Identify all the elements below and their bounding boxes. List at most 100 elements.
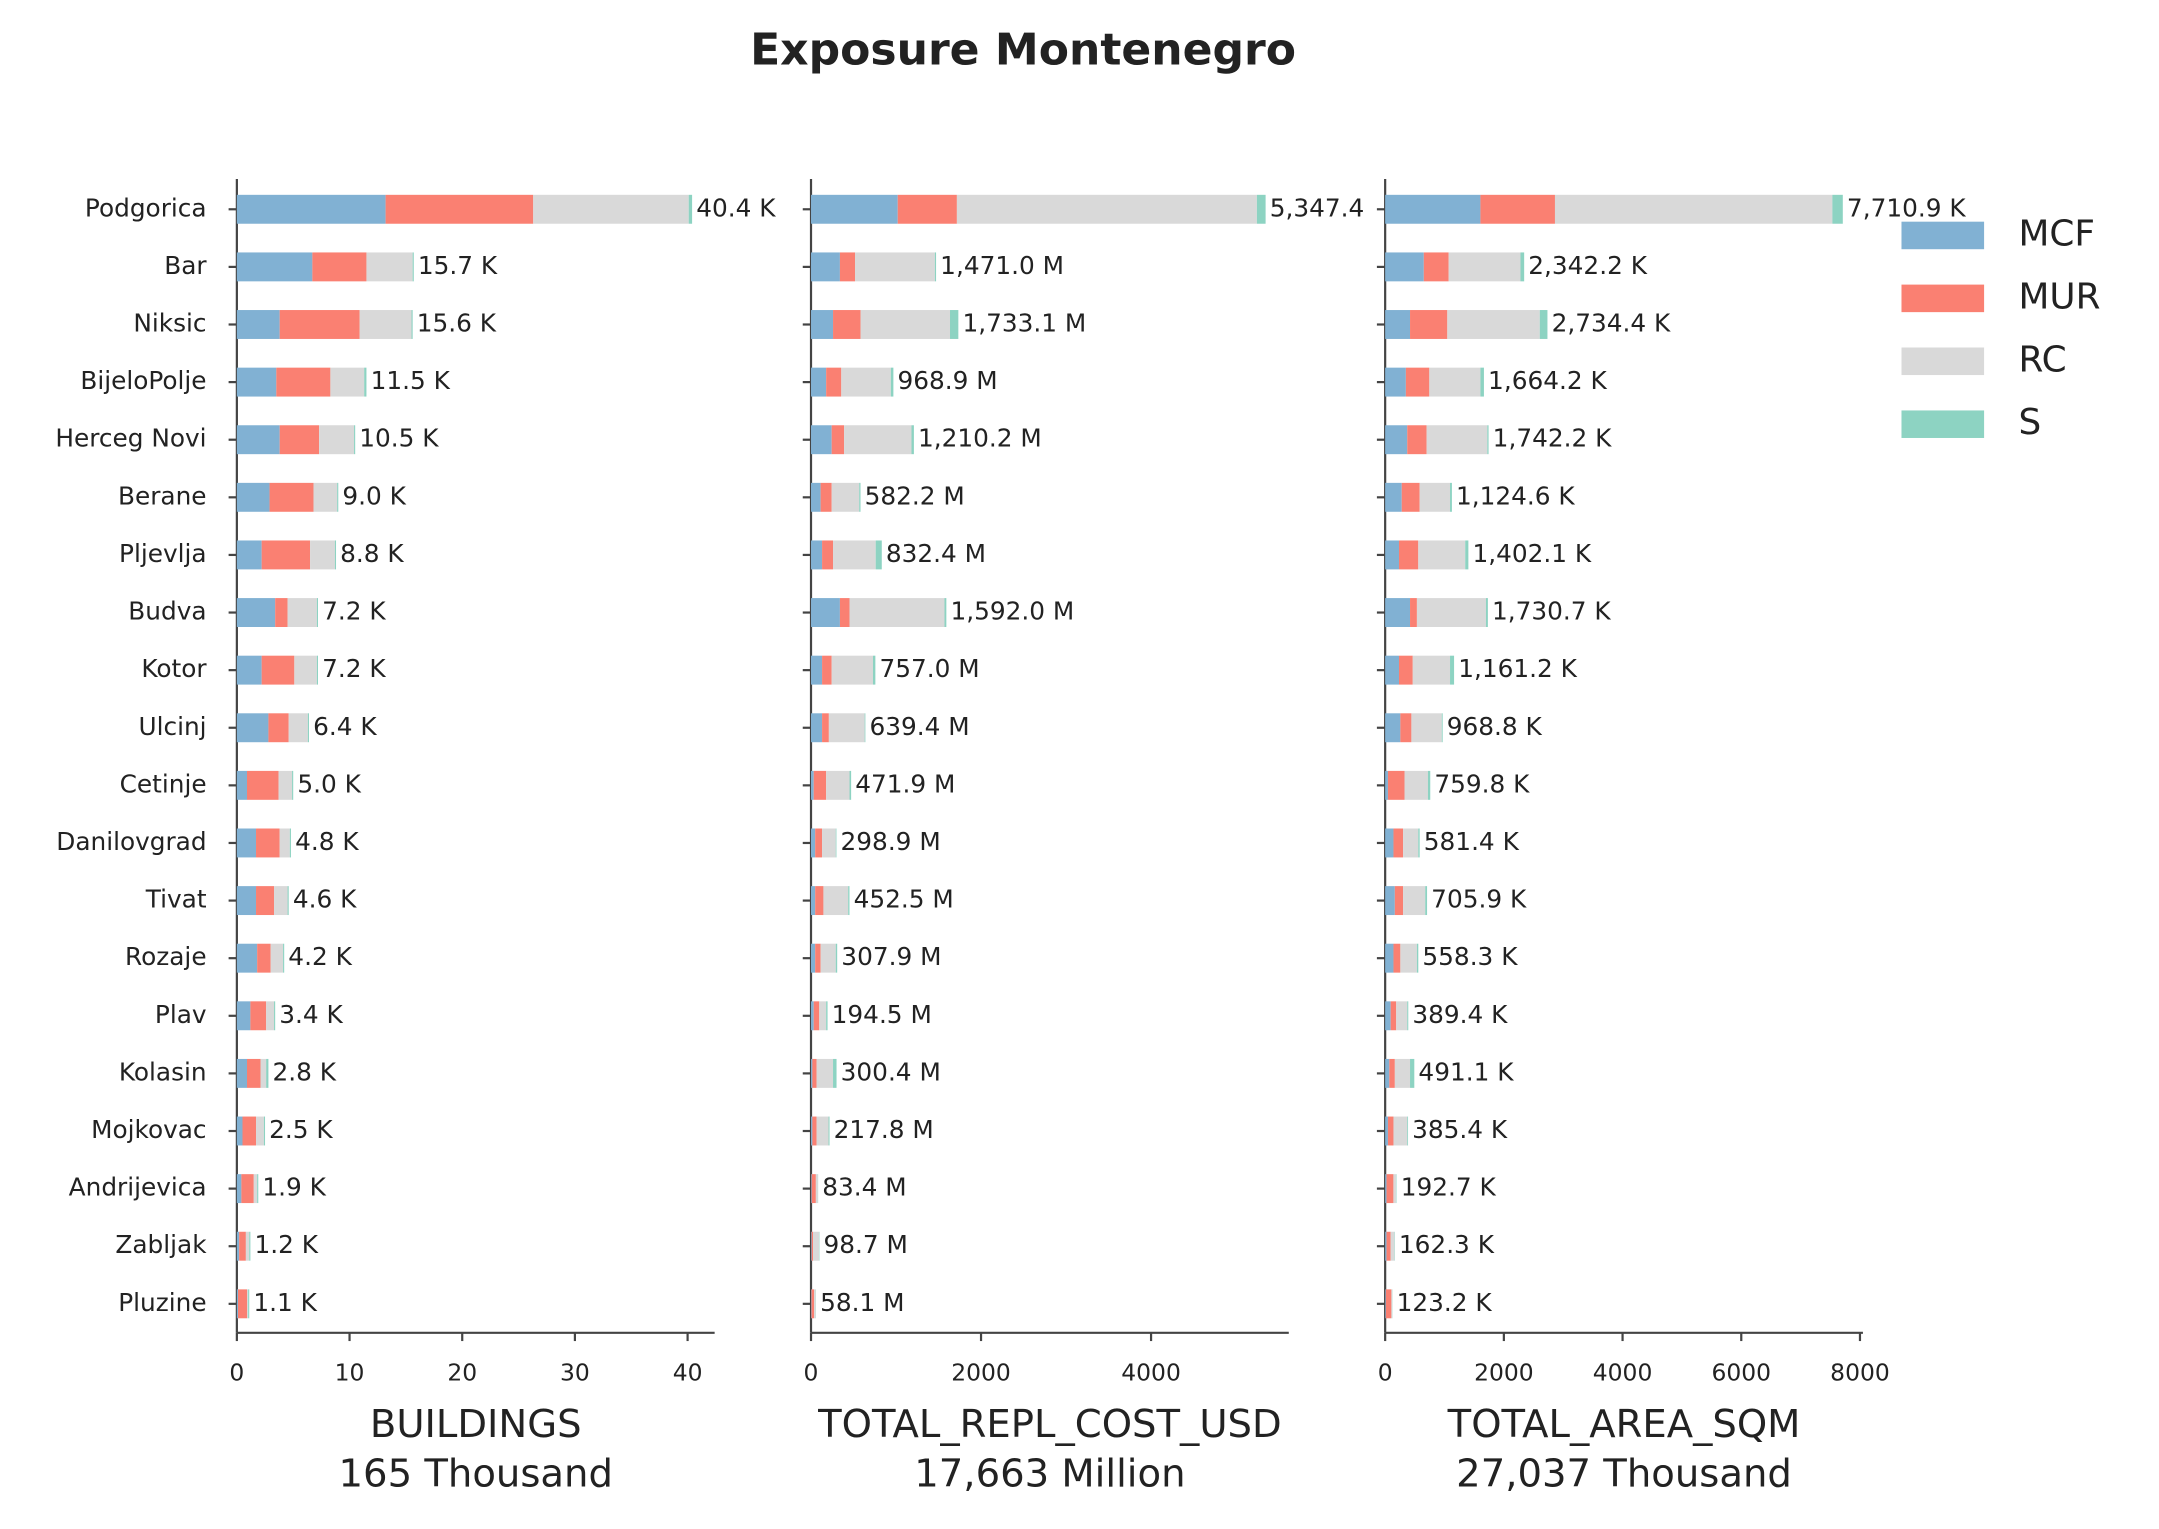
bar-segment <box>1385 194 1481 224</box>
bar-segment <box>811 367 827 397</box>
value-label: 123.2 K <box>1397 1288 1493 1317</box>
bar-segment <box>839 598 850 627</box>
y-tick-label: BijeloPolje <box>80 366 206 395</box>
x-tick-label: 0 <box>1378 1359 1393 1387</box>
bar-segment <box>236 482 270 512</box>
bar-segment <box>1407 425 1427 455</box>
legend-label: MCF <box>2019 213 2095 254</box>
bar-segment <box>274 886 288 916</box>
bar-segment <box>815 943 821 973</box>
bar-segment <box>1387 1116 1394 1146</box>
y-tick-label: Andrijevica <box>69 1173 207 1202</box>
bar-segment <box>310 540 335 570</box>
bar-segment <box>1539 310 1548 339</box>
bar-segment <box>257 1174 259 1204</box>
bar-segment <box>312 252 367 282</box>
x-tick-label: 2000 <box>1474 1359 1534 1387</box>
bar-segment <box>1385 1289 1392 1319</box>
bar-segment <box>823 886 849 916</box>
x-axis-label: TOTAL_REPL_COST_USD <box>817 1402 1282 1447</box>
bar-segment <box>1404 770 1428 800</box>
value-label: 1,471.0 M <box>940 251 1064 280</box>
x-tick-label: 10 <box>335 1359 365 1387</box>
bar-segment <box>334 540 337 570</box>
value-label: 1.2 K <box>255 1230 319 1259</box>
bar-segment <box>814 1289 816 1319</box>
bar-segment <box>822 655 832 685</box>
value-label: 9.0 K <box>342 481 406 510</box>
bar-segment <box>864 713 866 743</box>
bar-segment <box>813 1231 820 1261</box>
legend-label: RC <box>2019 339 2067 380</box>
bar-segment <box>1429 367 1481 397</box>
bar-segment <box>236 655 262 685</box>
value-label: 194.5 M <box>832 1000 932 1029</box>
value-label: 385.4 K <box>1412 1115 1508 1144</box>
bar-segment <box>256 828 280 858</box>
bar-segment <box>1400 943 1417 973</box>
bar-segment <box>1425 886 1428 916</box>
value-label: 639.4 M <box>870 712 970 741</box>
bar-segment <box>841 367 891 397</box>
value-label: 6.4 K <box>313 712 377 741</box>
bar-segment <box>1393 828 1404 858</box>
value-label: 1,733.1 M <box>962 308 1086 337</box>
bar-segment <box>266 1001 275 1031</box>
bar-segment <box>366 252 413 282</box>
bar-segment <box>236 886 257 916</box>
bar-segment <box>245 1231 250 1261</box>
bar-segment <box>411 310 413 339</box>
bar-segment <box>1410 598 1417 627</box>
bar-segment <box>811 1231 812 1261</box>
bar-segment <box>412 252 414 282</box>
bar-segment <box>835 943 838 973</box>
value-label: 83.4 M <box>822 1173 906 1202</box>
value-label: 15.7 K <box>418 251 498 280</box>
bar-segment <box>848 886 850 916</box>
value-label: 5,347.4 <box>1270 193 1365 222</box>
bar-segment <box>1385 943 1394 973</box>
bar-segment <box>1480 367 1484 397</box>
bar-segment <box>890 367 894 397</box>
value-label: 7.2 K <box>322 654 386 683</box>
bar-segment <box>1394 886 1404 916</box>
bar-segment <box>1385 1174 1387 1204</box>
bar-segment <box>236 1231 240 1261</box>
bar-segment <box>1412 655 1451 685</box>
bar-segment <box>1485 598 1488 627</box>
bar-segment <box>1385 1001 1391 1031</box>
value-label: 389.4 K <box>1412 1000 1508 1029</box>
bar-segment <box>811 828 816 858</box>
bar-segment <box>1441 713 1443 743</box>
x-tick-label: 6000 <box>1711 1359 1771 1387</box>
value-label: 1,402.1 K <box>1473 539 1592 568</box>
y-tick-label: Kotor <box>141 654 207 683</box>
bar-segment <box>816 1058 834 1088</box>
bar-segment <box>1390 1231 1395 1261</box>
value-label: 1,664.2 K <box>1488 366 1607 395</box>
bar-segment <box>812 1116 817 1146</box>
bar-segment <box>1385 1231 1387 1261</box>
bar-segment <box>1385 598 1411 627</box>
legend-swatch <box>1901 221 1985 250</box>
bar-segment <box>1447 310 1540 339</box>
bar-segment <box>236 310 280 339</box>
bar-segment <box>811 655 823 685</box>
value-label: 7,710.9 K <box>1847 193 1966 222</box>
y-tick-label: Pljevlja <box>119 539 207 568</box>
value-label: 705.9 K <box>1431 885 1527 914</box>
y-tick-label: Niksic <box>133 308 206 337</box>
bar-segment <box>1385 828 1394 858</box>
bar-segment <box>1385 425 1408 455</box>
bar-segment <box>236 943 258 973</box>
bar-segment <box>287 886 289 916</box>
bar-segment <box>875 540 882 570</box>
value-label: 1,161.2 K <box>1458 654 1577 683</box>
bar-segment <box>833 310 861 339</box>
bar-segment <box>819 1001 827 1031</box>
bar-segment <box>239 1231 246 1261</box>
bar-segment <box>1480 194 1555 224</box>
x-tick-label: 2000 <box>951 1359 1011 1387</box>
bar-segment <box>831 482 860 512</box>
bar-segment <box>811 1058 813 1088</box>
